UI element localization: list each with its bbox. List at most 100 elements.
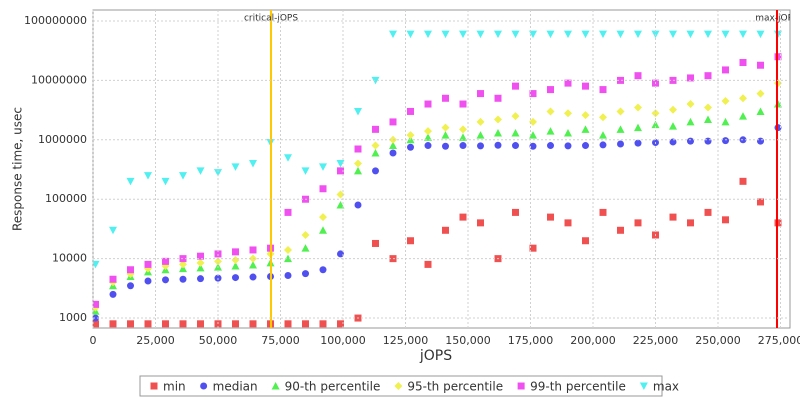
marker	[581, 30, 590, 39]
marker	[722, 216, 729, 224]
marker	[442, 226, 449, 234]
marker	[529, 90, 537, 98]
marker	[739, 59, 747, 67]
marker	[687, 219, 694, 227]
marker	[511, 129, 520, 137]
marker	[231, 163, 240, 171]
marker	[459, 30, 467, 39]
marker	[757, 137, 764, 145]
marker	[249, 320, 257, 328]
marker	[301, 244, 310, 252]
marker	[249, 273, 257, 281]
marker	[232, 274, 239, 282]
marker	[757, 61, 764, 69]
marker	[634, 219, 642, 227]
marker	[284, 272, 292, 280]
marker	[232, 248, 239, 256]
marker	[93, 314, 99, 322]
marker	[162, 257, 169, 265]
marker	[494, 30, 502, 39]
marker	[547, 86, 554, 94]
marker	[424, 133, 432, 141]
marker	[179, 172, 187, 180]
marker	[372, 239, 379, 247]
marker	[459, 125, 467, 134]
marker	[232, 320, 239, 328]
legend-marker	[394, 382, 403, 390]
marker	[372, 125, 379, 133]
marker	[406, 30, 415, 39]
marker	[494, 94, 502, 102]
marker	[144, 172, 152, 180]
marker	[336, 159, 345, 168]
x-tick-label: 275,000	[758, 334, 800, 347]
marker	[249, 159, 257, 168]
marker	[546, 127, 555, 135]
marker	[529, 30, 537, 39]
marker	[546, 30, 555, 39]
marker	[179, 320, 187, 328]
marker	[161, 177, 170, 186]
marker	[144, 260, 152, 268]
marker	[669, 213, 677, 221]
marker	[564, 79, 572, 87]
y-tick-label: 1000000	[38, 133, 87, 146]
marker	[564, 129, 572, 137]
marker	[687, 74, 694, 82]
marker	[214, 250, 222, 258]
marker	[476, 117, 485, 126]
marker	[756, 30, 765, 39]
marker	[634, 139, 642, 147]
marker	[371, 148, 380, 157]
marker	[231, 262, 240, 270]
marker	[547, 142, 554, 150]
marker	[144, 320, 152, 328]
marker	[459, 133, 467, 141]
marker	[599, 86, 607, 94]
x-tick-label: 150,000	[445, 334, 491, 347]
marker	[739, 30, 747, 39]
marker	[389, 118, 397, 126]
legend-label: 90-th percentile	[285, 380, 381, 394]
legend-marker	[150, 382, 158, 390]
marker	[109, 226, 117, 235]
y-tick-label: 10000000	[31, 73, 87, 86]
marker	[477, 142, 484, 150]
marker	[196, 258, 205, 267]
marker	[441, 30, 450, 39]
marker	[127, 320, 134, 328]
marker	[249, 246, 257, 254]
marker	[564, 219, 572, 227]
marker	[739, 112, 747, 120]
marker	[389, 149, 397, 157]
marker	[371, 141, 380, 150]
marker	[284, 154, 292, 162]
plot-area	[92, 9, 791, 329]
y-tick-label: 10000	[52, 252, 87, 265]
marker	[424, 100, 432, 108]
marker	[512, 142, 519, 150]
marker	[722, 66, 729, 74]
x-tick-label: 25,000	[136, 334, 175, 347]
marker	[494, 141, 502, 149]
marker	[651, 109, 660, 118]
marker	[197, 275, 204, 283]
legend-label: median	[213, 380, 258, 394]
marker	[581, 111, 590, 120]
marker	[582, 237, 589, 245]
marker	[407, 143, 414, 151]
marker	[302, 270, 309, 278]
marker	[529, 244, 537, 252]
marker	[616, 125, 625, 133]
marker	[687, 137, 694, 145]
marker	[354, 159, 362, 168]
marker	[337, 167, 344, 175]
x-tick-label: 200,000	[570, 334, 616, 347]
marker	[354, 166, 362, 175]
marker	[617, 76, 624, 84]
marker	[704, 30, 712, 39]
y-tick-label: 100000000	[24, 14, 87, 27]
y-axis-title: Response time, usec	[11, 107, 25, 231]
marker	[599, 131, 607, 139]
